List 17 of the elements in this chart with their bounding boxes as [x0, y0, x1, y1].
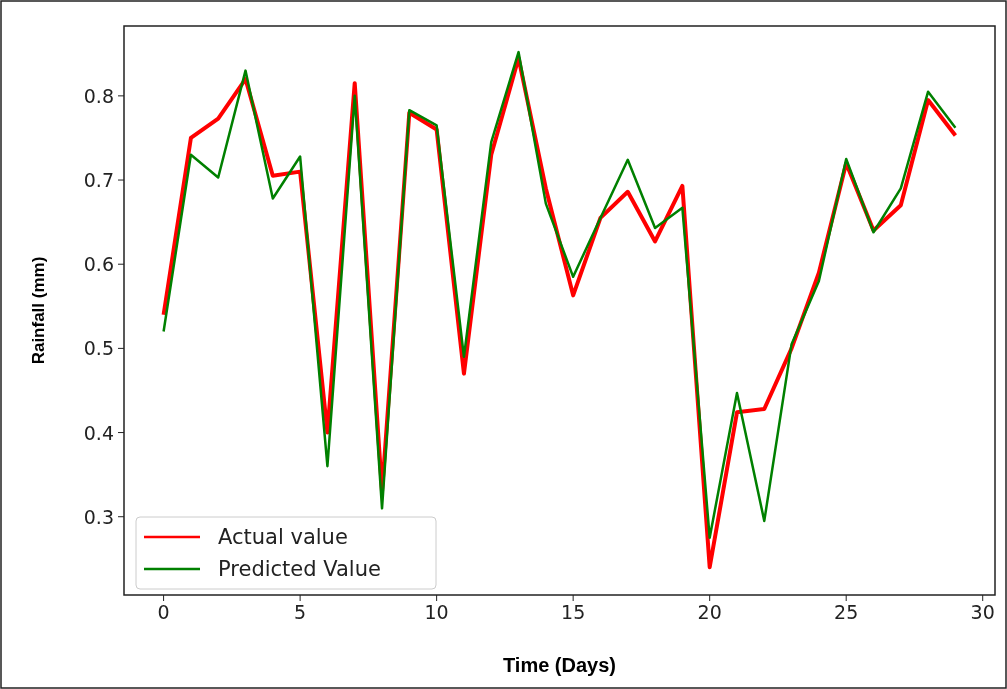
y-axis-title: Rainfall (mm) — [29, 256, 48, 365]
y-tick-label: 0.8 — [83, 84, 114, 107]
y-tick-label: 0.6 — [83, 253, 114, 276]
y-tick-label: 0.7 — [83, 169, 114, 192]
legend-label: Predicted Value — [218, 557, 381, 581]
x-tick-label: 25 — [834, 601, 859, 623]
y-tick-label: 0.5 — [83, 337, 114, 360]
y-tick-label: 0.4 — [83, 421, 114, 444]
x-tick-label: 15 — [561, 601, 586, 623]
x-axis-title: Time (Days) — [502, 654, 617, 676]
x-tick-label: 5 — [294, 601, 307, 623]
y-tick-label: 0.3 — [83, 505, 114, 528]
x-tick-label: 0 — [157, 601, 170, 623]
x-tick-label: 10 — [424, 601, 449, 623]
x-tick-label: 20 — [697, 601, 722, 623]
legend-label: Actual value — [218, 525, 348, 549]
x-tick-label: 30 — [970, 601, 995, 623]
